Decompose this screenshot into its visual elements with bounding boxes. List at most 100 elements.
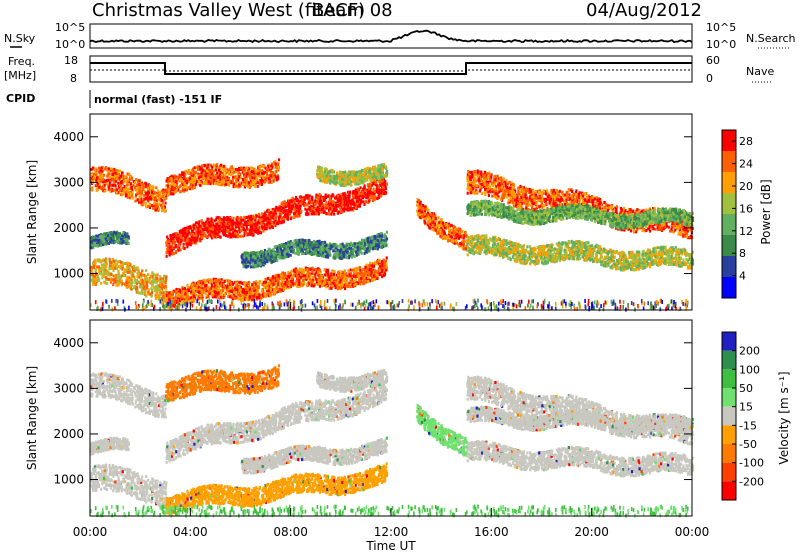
power-cell bbox=[323, 199, 325, 202]
power-cell bbox=[262, 176, 264, 179]
power-cell bbox=[127, 276, 129, 279]
power-cell bbox=[113, 241, 115, 244]
power-cell bbox=[229, 180, 231, 183]
power-cell bbox=[232, 296, 234, 299]
power-cell bbox=[319, 200, 321, 203]
power-cell bbox=[146, 278, 148, 281]
power-cell bbox=[284, 215, 286, 218]
power-cell bbox=[283, 285, 285, 288]
power-cell bbox=[197, 286, 199, 289]
power-cell bbox=[273, 221, 275, 224]
power-cell bbox=[143, 198, 145, 201]
power-cell bbox=[311, 207, 313, 210]
power-cell bbox=[283, 220, 285, 223]
power-cell bbox=[178, 238, 180, 241]
power-cell bbox=[182, 238, 184, 241]
freq-top-tick: 18 bbox=[64, 54, 78, 67]
power-cell bbox=[240, 235, 242, 238]
power-cell bbox=[151, 191, 153, 194]
power-cell bbox=[201, 289, 203, 292]
power-cell bbox=[225, 177, 227, 180]
power-cell bbox=[193, 287, 195, 290]
power-cell bbox=[240, 229, 242, 232]
power-cell bbox=[166, 239, 168, 242]
power-cell bbox=[206, 224, 208, 227]
power-cell bbox=[117, 240, 119, 243]
power-cell bbox=[227, 230, 229, 233]
power-cell bbox=[245, 288, 247, 291]
power-cell bbox=[278, 211, 280, 214]
power-cell bbox=[90, 237, 92, 240]
power-cell bbox=[282, 277, 284, 280]
power-cell bbox=[372, 192, 374, 195]
power-cell bbox=[182, 234, 184, 237]
power-cell bbox=[234, 232, 236, 235]
power-cell bbox=[97, 258, 99, 261]
power-cell bbox=[253, 174, 255, 177]
power-cell bbox=[180, 184, 182, 187]
power-cell bbox=[153, 279, 155, 282]
power-cell bbox=[234, 297, 236, 300]
power-cell bbox=[165, 285, 167, 288]
freq-label: Freq. bbox=[8, 55, 35, 68]
power-cell bbox=[215, 287, 217, 290]
power-cell bbox=[140, 273, 142, 276]
power-cell bbox=[264, 293, 266, 296]
power-cell bbox=[264, 213, 266, 216]
power-cell bbox=[318, 213, 320, 216]
power-cell bbox=[231, 172, 233, 175]
power-cell bbox=[168, 180, 170, 183]
power-cell bbox=[262, 165, 264, 168]
power-cell bbox=[337, 195, 339, 198]
power-cell bbox=[223, 168, 225, 171]
power-cell bbox=[165, 275, 167, 278]
power-cell bbox=[169, 177, 171, 180]
power-cell bbox=[304, 269, 306, 272]
power-cell bbox=[186, 233, 188, 236]
power-cell bbox=[191, 299, 193, 302]
power-cell bbox=[271, 221, 273, 224]
power-cell bbox=[139, 292, 141, 295]
power-cell bbox=[381, 275, 383, 278]
power-cell bbox=[166, 255, 168, 258]
power-cell bbox=[205, 181, 207, 184]
power-cell bbox=[117, 171, 119, 174]
power-cell bbox=[290, 280, 292, 283]
power-cell bbox=[146, 197, 148, 200]
power-cell bbox=[238, 175, 240, 178]
power-cell bbox=[164, 209, 166, 212]
power-cell bbox=[107, 174, 109, 177]
power-cell bbox=[366, 193, 368, 196]
power-cell bbox=[278, 216, 280, 219]
power-cell bbox=[251, 170, 253, 173]
power-cell bbox=[351, 199, 353, 202]
power-cell bbox=[223, 165, 225, 168]
power-cell bbox=[333, 273, 335, 276]
power-cell bbox=[386, 183, 388, 186]
power-cell bbox=[266, 167, 268, 170]
power-cell bbox=[292, 197, 294, 200]
power-cell bbox=[187, 292, 189, 295]
power-cell bbox=[368, 200, 370, 203]
power-cell bbox=[243, 223, 245, 226]
power-cell bbox=[335, 204, 337, 207]
power-cell bbox=[279, 285, 281, 288]
power-cell bbox=[141, 203, 143, 206]
power-cell bbox=[273, 291, 275, 294]
power-cell bbox=[132, 274, 134, 277]
power-cell bbox=[256, 296, 258, 299]
power-cell bbox=[121, 282, 123, 285]
power-cell bbox=[368, 273, 370, 276]
power-cell bbox=[321, 275, 323, 278]
power-cell bbox=[285, 275, 287, 278]
power-cell bbox=[276, 278, 278, 281]
power-cell bbox=[266, 223, 268, 226]
power-cell bbox=[234, 175, 236, 178]
power-cell bbox=[315, 268, 317, 271]
noise-right-top-tick: 10^5 bbox=[706, 21, 736, 34]
power-cell bbox=[141, 284, 143, 287]
power-cell bbox=[125, 242, 127, 245]
power-cell bbox=[272, 277, 274, 280]
power-cell bbox=[244, 283, 246, 286]
power-cell bbox=[207, 164, 209, 167]
